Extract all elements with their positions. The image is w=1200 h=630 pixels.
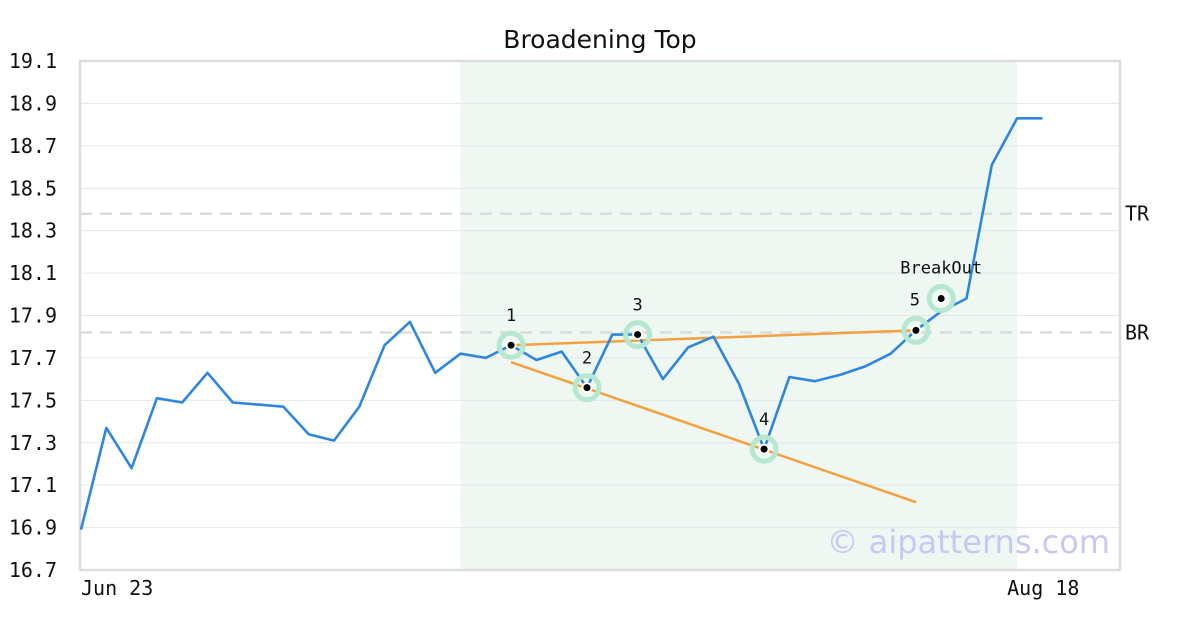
plot-frame [78, 59, 1122, 572]
level-label: BR [1125, 320, 1150, 344]
marker-dot [583, 384, 591, 392]
y-tick-label: 18.9 [9, 91, 57, 115]
y-tick-label: 17.9 [9, 304, 57, 328]
marker-halo [496, 330, 526, 360]
marker-halo [623, 320, 653, 350]
y-tick-label: 17.7 [9, 346, 57, 370]
marker-dot [760, 445, 768, 453]
y-tick-label: 18.1 [9, 261, 57, 285]
grid-lines [80, 60, 1120, 571]
y-tick-label: 17.3 [9, 431, 57, 455]
y-tick-label: 18.5 [9, 176, 57, 200]
marker-halo [926, 284, 956, 314]
level-label: TR [1125, 202, 1150, 226]
trend-line [510, 360, 917, 504]
marker-dot [912, 326, 920, 334]
marker-label: 4 [759, 410, 769, 430]
y-axis: 16.7 16.9 17.1 17.3 17.5 17.7 17.9 18.1 18.3 18.5… [9, 49, 57, 582]
y-tick-label: 19.1 [9, 49, 57, 73]
marker-halo [572, 373, 602, 403]
marker-dot [634, 331, 642, 339]
marker-label: BreakOut [900, 259, 982, 279]
watermark: © aipatterns.com [827, 523, 1110, 561]
y-tick-label: 17.5 [9, 388, 57, 412]
x-tick-label: Jun 23 [81, 576, 153, 600]
marker-label: 5 [910, 290, 920, 310]
marker-halo [749, 434, 779, 464]
marker-dot [937, 295, 945, 303]
level-lines: TR BR [80, 202, 1150, 344]
y-tick-label: 18.3 [9, 219, 57, 243]
y-tick-label: 16.7 [9, 558, 57, 582]
y-tick-label: 16.9 [9, 516, 57, 540]
marker-label: 2 [582, 349, 592, 369]
chart-title: Broadening Top [503, 25, 696, 54]
marker-halo [901, 315, 931, 345]
marker-label: 1 [506, 306, 516, 326]
x-axis: Jun 23 Aug 18 [81, 576, 1079, 600]
marker-label: 3 [632, 296, 642, 316]
y-tick-label: 18.7 [9, 134, 57, 158]
pattern-markers: 1 2 3 4 5 BreakOut [496, 259, 982, 464]
y-tick-label: 17.1 [9, 473, 57, 497]
price-line [79, 117, 1043, 531]
marker-dot [507, 341, 515, 349]
x-tick-label: Aug 18 [1007, 576, 1079, 600]
price-series [79, 117, 1043, 531]
